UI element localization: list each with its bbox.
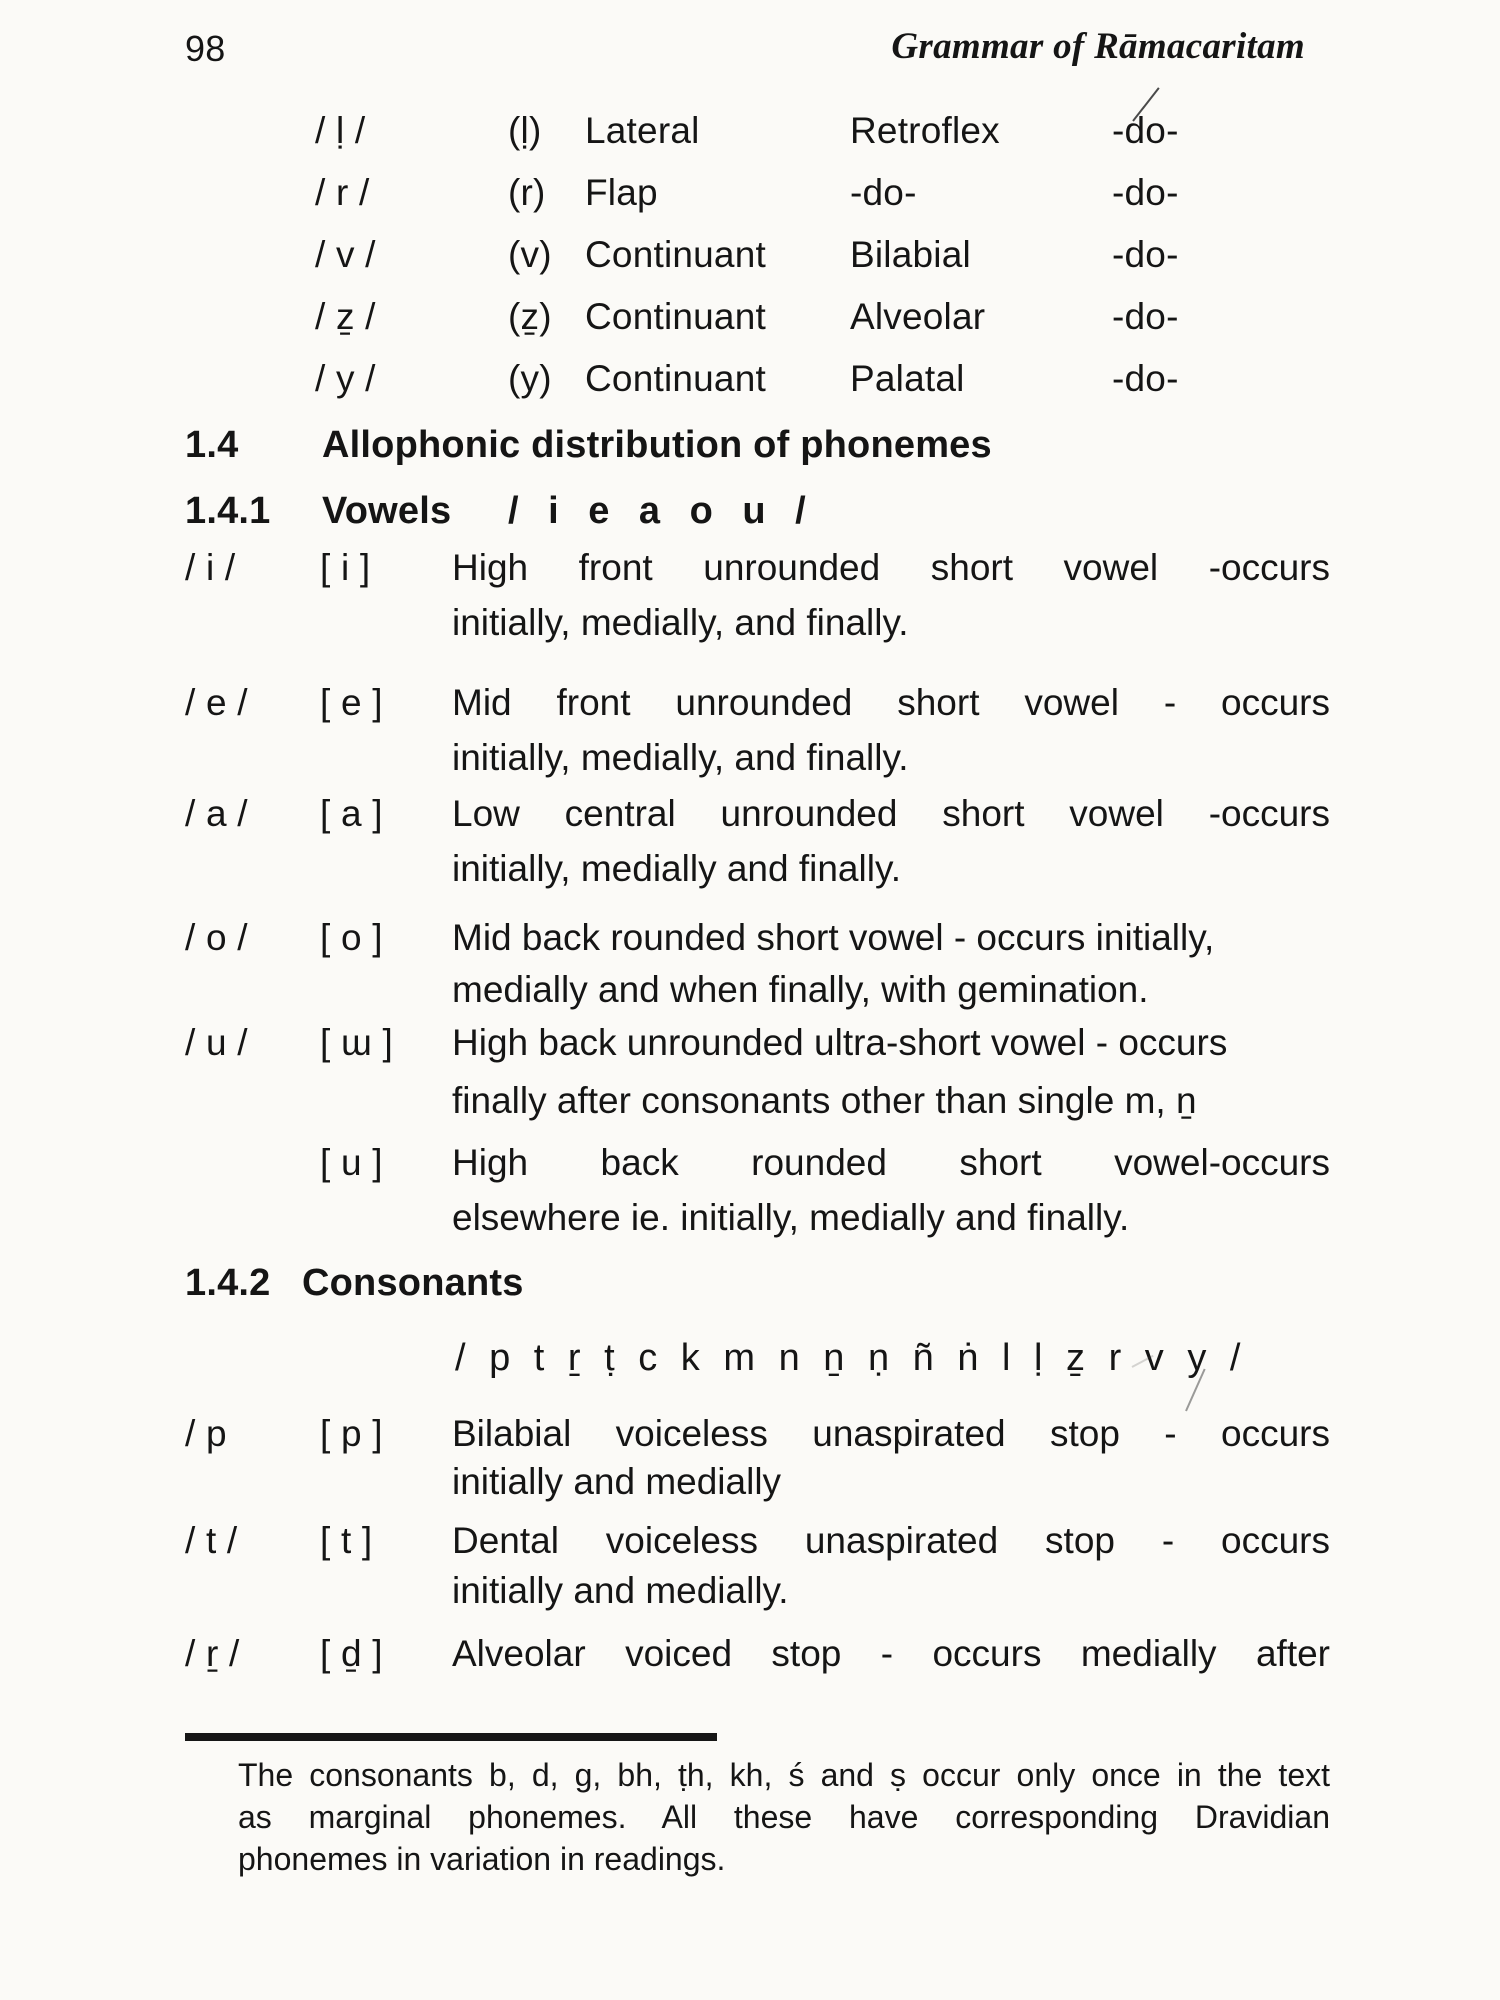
footnote-line: as marginal phonemes. All these have cor… [238, 1799, 1330, 1835]
phoneme-cell: / r / [315, 172, 370, 213]
entry-description: Alveolar voiced stop - occurs medially a… [452, 1633, 1330, 1674]
manner-cell: Continuant [585, 358, 766, 399]
place-cell: Palatal [850, 358, 965, 399]
entry-allophone: [ e ] [320, 682, 383, 723]
footnote-line: phonemes in variation in readings. [238, 1841, 726, 1877]
entry-description: initially, medially, and finally. [452, 737, 909, 778]
distribution-cell: -do- [1112, 110, 1179, 151]
allophone-cell: (r) [508, 172, 546, 213]
allophone-cell: (ḷ) [508, 110, 542, 151]
manner-cell: Flap [585, 172, 658, 213]
manner-cell: Continuant [585, 234, 766, 275]
place-cell: -do- [850, 172, 917, 213]
phoneme-cell: / ẕ / [315, 296, 376, 337]
entry-description: initially and medially [452, 1461, 782, 1502]
entry-description: initially, medially and finally. [452, 848, 901, 889]
entry-allophone: [ i ] [320, 547, 371, 588]
entry-allophone: [ u ] [320, 1142, 383, 1183]
section-title: Allophonic distribution of phonemes [322, 424, 992, 466]
vowel-inventory: / i e a o u / [508, 490, 811, 532]
distribution-cell: -do- [1112, 296, 1179, 337]
entry-allophone: [ ḏ ] [320, 1633, 383, 1674]
entry-description: Dental voiceless unaspirated stop - occu… [452, 1520, 1330, 1561]
entry-allophone: [ a ] [320, 793, 383, 834]
entry-description: High front unrounded short vowel -occurs [452, 547, 1330, 588]
entry-phoneme: / ṟ / [185, 1633, 240, 1674]
entry-phoneme: / t / [185, 1520, 238, 1561]
footnote-rule [185, 1733, 717, 1741]
phoneme-cell: / ḷ / [315, 110, 366, 151]
phoneme-cell: / y / [315, 358, 376, 399]
entry-description: elsewhere ie. initially, medially and fi… [452, 1197, 1130, 1238]
entry-description: Low central unrounded short vowel -occur… [452, 793, 1330, 834]
consonant-inventory: / p t ṟ ṭ c k m n ṉ ṇ ñ ṅ l ḷ ẕ r v y / [455, 1337, 1246, 1379]
distribution-cell: -do- [1112, 234, 1179, 275]
section-title: Vowels [322, 490, 452, 532]
entry-phoneme: / o / [185, 917, 248, 958]
entry-phoneme: / i / [185, 547, 236, 588]
section-number: 1.4.2 [185, 1262, 271, 1304]
entry-description: finally after consonants other than sing… [452, 1080, 1197, 1121]
footnote-line: The consonants b, d, g, bh, ṭh, kh, ś an… [238, 1757, 1330, 1793]
entry-allophone: [ p ] [320, 1413, 383, 1454]
entry-description: Mid front unrounded short vowel - occurs [452, 682, 1330, 723]
entry-description: Mid back rounded short vowel - occurs in… [452, 917, 1215, 958]
entry-phoneme: / p [185, 1413, 227, 1454]
distribution-cell: -do- [1112, 358, 1179, 399]
allophone-cell: (y) [508, 358, 552, 399]
entry-allophone: [ o ] [320, 917, 383, 958]
entry-phoneme: / e / [185, 682, 248, 723]
place-cell: Bilabial [850, 234, 971, 275]
distribution-cell: -do- [1112, 172, 1179, 213]
entry-allophone: [ ɯ ] [320, 1022, 393, 1063]
manner-cell: Continuant [585, 296, 766, 337]
entry-allophone: [ t ] [320, 1520, 373, 1561]
allophone-cell: (ẕ) [508, 296, 552, 337]
entry-description: High back unrounded ultra-short vowel - … [452, 1022, 1228, 1063]
entry-description: Bilabial voiceless unaspirated stop - oc… [452, 1413, 1330, 1454]
page-number: 98 [185, 28, 226, 69]
place-cell: Alveolar [850, 296, 986, 337]
entry-description: medially and when finally, with geminati… [452, 969, 1149, 1010]
allophone-cell: (v) [508, 234, 552, 275]
section-number: 1.4 [185, 424, 239, 466]
manner-cell: Lateral [585, 110, 700, 151]
entry-description: initially and medially. [452, 1570, 789, 1611]
entry-phoneme: / u / [185, 1022, 248, 1063]
entry-phoneme: / a / [185, 793, 248, 834]
place-cell: Retroflex [850, 110, 1000, 151]
entry-description: High back rounded short vowel-occurs [452, 1142, 1330, 1183]
entry-description: initially, medially, and finally. [452, 602, 909, 643]
phoneme-cell: / v / [315, 234, 376, 275]
section-number: 1.4.1 [185, 490, 271, 532]
running-title: Grammar of Rāmacaritam [891, 26, 1305, 67]
section-title: Consonants [302, 1262, 524, 1304]
